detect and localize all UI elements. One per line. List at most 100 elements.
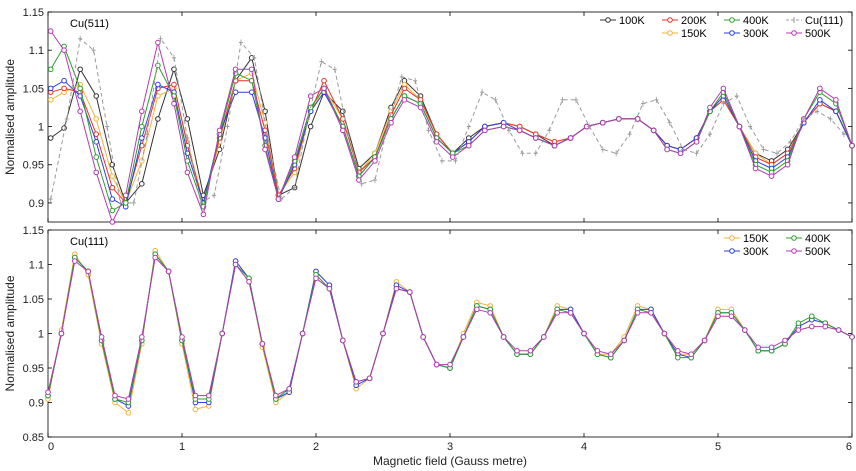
data-point <box>165 268 172 275</box>
y-axis-label: Normalised amplitude <box>3 275 17 391</box>
data-point <box>109 207 116 214</box>
x-tick-label: 3 <box>447 441 453 453</box>
data-point <box>259 341 266 347</box>
data-point <box>621 337 628 344</box>
data-point <box>833 97 839 103</box>
data-point <box>262 146 268 153</box>
data-point <box>47 135 54 141</box>
data-point <box>248 66 255 73</box>
data-point <box>795 327 802 333</box>
data-point <box>232 89 239 95</box>
data-point <box>581 330 587 337</box>
y-tick-label: 1.1 <box>29 45 44 57</box>
legend-item: 150K <box>662 28 707 40</box>
data-point <box>768 173 775 179</box>
data-point <box>833 108 839 115</box>
data-point <box>664 146 670 153</box>
plot-area-2 <box>47 229 853 438</box>
x-tick-label: 5 <box>715 441 721 453</box>
data-point <box>460 334 467 340</box>
data-point <box>527 347 534 354</box>
legend-swatch-marker <box>791 248 797 254</box>
data-point <box>340 108 346 115</box>
data-point <box>47 97 54 103</box>
data-point <box>122 192 129 199</box>
legend-item: 400K <box>786 233 831 245</box>
legend-item: 300K <box>724 246 769 258</box>
data-point <box>514 347 520 354</box>
legend-item: 100K <box>600 15 645 27</box>
data-point <box>634 310 641 316</box>
data-point <box>482 127 488 134</box>
legend-label: 150K <box>681 28 707 40</box>
legend-label: 500K <box>805 246 831 258</box>
data-point <box>299 330 306 337</box>
series-line <box>50 79 853 205</box>
data-point <box>736 123 743 130</box>
data-point <box>192 392 199 399</box>
panel-1: 0.9 0.95 1 1.05 1.1 1.15 Normalised amplitude C… <box>3 7 855 225</box>
data-point <box>809 313 815 320</box>
y-tick-label: 1.05 <box>23 294 44 306</box>
data-point <box>125 396 132 402</box>
data-point <box>93 169 100 176</box>
data-point <box>650 127 657 134</box>
series-500k <box>45 254 855 402</box>
data-point <box>273 392 279 399</box>
data-point <box>599 119 606 126</box>
data-point <box>61 47 67 53</box>
data-point <box>192 406 199 413</box>
data-point <box>139 158 145 164</box>
legend: 100K 200K 400K Cu(111) 150K 300K 500K <box>600 15 843 40</box>
legend-swatch-marker <box>729 248 735 254</box>
data-point <box>688 351 695 358</box>
data-point <box>401 85 408 92</box>
legend: 150K 400K 300K 500K <box>724 233 831 258</box>
data-point <box>321 85 327 92</box>
data-point <box>155 116 161 122</box>
x-axis-label: Magnetic field (Gauss metre) <box>373 454 527 468</box>
data-point <box>340 337 346 344</box>
data-point <box>366 375 373 382</box>
panel-title: Cu(511) <box>70 18 109 30</box>
legend-swatch-marker <box>729 235 735 241</box>
y-tick-label: 1 <box>38 329 44 341</box>
legend-label: 300K <box>743 28 769 40</box>
data-point <box>608 351 614 358</box>
data-point <box>200 211 207 218</box>
data-point <box>61 125 67 131</box>
data-point <box>321 77 327 84</box>
data-point <box>93 139 100 145</box>
series-500k <box>47 28 855 225</box>
data-point <box>447 361 453 368</box>
data-point <box>286 385 293 392</box>
data-point <box>487 310 494 316</box>
data-point <box>45 389 51 395</box>
data-point <box>72 258 78 264</box>
data-point <box>47 28 54 34</box>
data-point <box>77 66 83 73</box>
data-point <box>313 275 319 282</box>
data-point <box>634 116 641 122</box>
data-point <box>291 154 298 160</box>
data-point <box>433 361 440 368</box>
data-point <box>541 334 547 340</box>
legend-item: 500K <box>786 28 831 40</box>
data-point <box>47 85 54 92</box>
legend-item: 200K <box>662 15 707 27</box>
data-point <box>93 116 100 122</box>
data-point <box>782 337 788 344</box>
legend-swatch-marker <box>791 235 797 241</box>
legend-swatch-marker <box>729 30 735 36</box>
data-point <box>500 123 507 130</box>
data-point <box>98 334 105 340</box>
data-point <box>184 169 191 176</box>
data-point <box>715 313 721 320</box>
data-point <box>675 347 681 354</box>
data-point <box>326 285 333 292</box>
data-point <box>139 334 145 340</box>
data-point <box>720 85 727 92</box>
series-line <box>50 30 853 224</box>
y-tick-label: 1.1 <box>29 260 44 272</box>
